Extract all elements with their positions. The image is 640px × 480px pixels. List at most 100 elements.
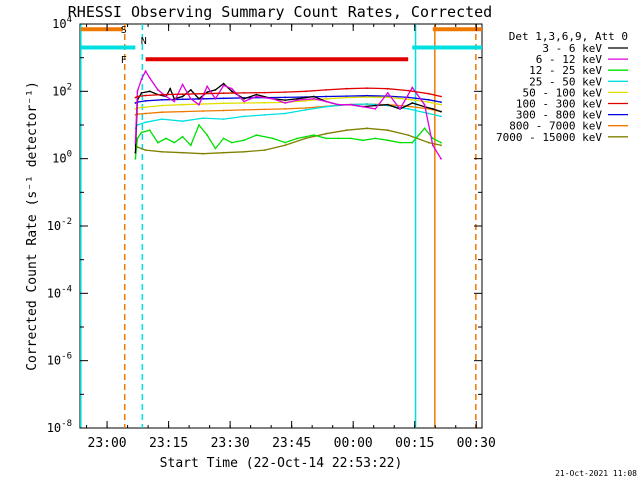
data-point: [136, 95, 139, 98]
x-axis-label: Start Time (22-Oct-14 22:53:22): [160, 456, 403, 471]
data-point: [243, 115, 246, 118]
data-point: [440, 144, 442, 147]
series-lines: [134, 69, 442, 160]
x-tick-label: 23:30: [211, 436, 250, 451]
data-point: [296, 99, 299, 101]
data-point: [411, 86, 414, 89]
data-point: [198, 124, 200, 126]
x-tick-label: 23:15: [149, 436, 188, 451]
data-point: [349, 137, 352, 140]
data-point: [222, 109, 225, 112]
x-tick-label: 00:30: [457, 436, 496, 451]
data-point: [386, 87, 389, 90]
data-point: [440, 141, 442, 144]
data-point: [144, 70, 147, 72]
y-tick-exponent: 2: [67, 82, 72, 92]
x-tick-label: 00:15: [395, 436, 434, 451]
data-point: [345, 129, 348, 132]
y-tick-exponent: 0: [67, 150, 72, 160]
data-point: [386, 95, 389, 97]
data-point: [134, 157, 137, 160]
data-point: [202, 110, 205, 112]
data-point: [325, 137, 327, 140]
data-point: [230, 87, 233, 90]
data-point: [148, 77, 151, 79]
data-point: [230, 90, 233, 93]
data-point: [144, 94, 147, 97]
legend-label: 800 - 7000 keV: [509, 120, 602, 133]
data-point: [161, 118, 163, 120]
data-point: [362, 105, 364, 108]
data-point: [255, 134, 258, 137]
flag-label-s: S: [121, 25, 127, 36]
data-point: [325, 89, 327, 91]
data-point: [214, 89, 217, 91]
data-point: [198, 103, 200, 106]
series-line-5: [135, 87, 442, 99]
data-point: [312, 134, 315, 137]
data-point: [349, 103, 352, 106]
data-point: [366, 103, 368, 105]
data-point: [243, 139, 246, 142]
y-tick-exponent: -6: [61, 352, 72, 362]
data-point: [206, 91, 209, 93]
legend-header: Det 1,3,6,9, Att 0: [509, 30, 628, 43]
data-point: [366, 94, 368, 97]
data-point: [263, 149, 266, 152]
data-point: [255, 93, 258, 96]
chart-title: RHESSI Observing Summary Count Rates, Co…: [68, 3, 492, 21]
data-point: [386, 129, 389, 132]
flag-label-f: F: [121, 55, 127, 66]
data-point: [440, 101, 442, 103]
data-point: [386, 96, 389, 99]
data-point: [407, 108, 410, 110]
series-line-1: [134, 69, 442, 160]
data-point: [407, 134, 410, 137]
data-point: [386, 92, 389, 94]
data-point: [312, 95, 315, 98]
data-point: [189, 97, 192, 100]
data-point: [165, 95, 168, 98]
data-point: [304, 107, 307, 109]
data-point: [161, 93, 163, 96]
data-point: [134, 108, 137, 110]
legend-label: 6 - 12 keV: [536, 53, 603, 66]
data-point: [284, 108, 286, 110]
data-point: [407, 96, 410, 99]
data-point: [136, 90, 139, 93]
data-point: [427, 98, 430, 101]
data-point: [362, 139, 364, 142]
data-point: [222, 92, 225, 95]
data-point: [304, 137, 307, 140]
data-point: [284, 144, 286, 147]
data-point: [202, 152, 205, 155]
data-point: [243, 150, 246, 153]
data-point: [140, 131, 143, 134]
timestamp: 21-Oct-2021 11:08: [555, 469, 637, 478]
data-point: [304, 109, 307, 111]
data-point: [284, 102, 286, 104]
plot-area: S F N: [79, 23, 483, 429]
data-point: [263, 101, 266, 104]
data-point: [284, 141, 286, 144]
data-point: [181, 83, 184, 86]
data-point: [181, 103, 184, 106]
y-tick-exponent: -8: [61, 419, 72, 429]
data-point: [144, 106, 147, 108]
data-point: [284, 91, 286, 93]
axes: 104 102 100 10-2 10-4 10-6 10-8 23:00 23:15 23:30…: [47, 15, 496, 451]
data-point: [423, 103, 426, 106]
y-tick-exponent: -2: [61, 217, 72, 227]
data-point: [189, 89, 192, 91]
data-point: [206, 85, 209, 88]
data-point: [206, 134, 209, 137]
data-point: [386, 103, 389, 106]
data-point: [136, 137, 139, 140]
data-point: [161, 150, 163, 153]
data-point: [157, 141, 159, 144]
data-point: [325, 132, 327, 135]
data-point: [165, 137, 168, 140]
data-point: [157, 89, 159, 91]
